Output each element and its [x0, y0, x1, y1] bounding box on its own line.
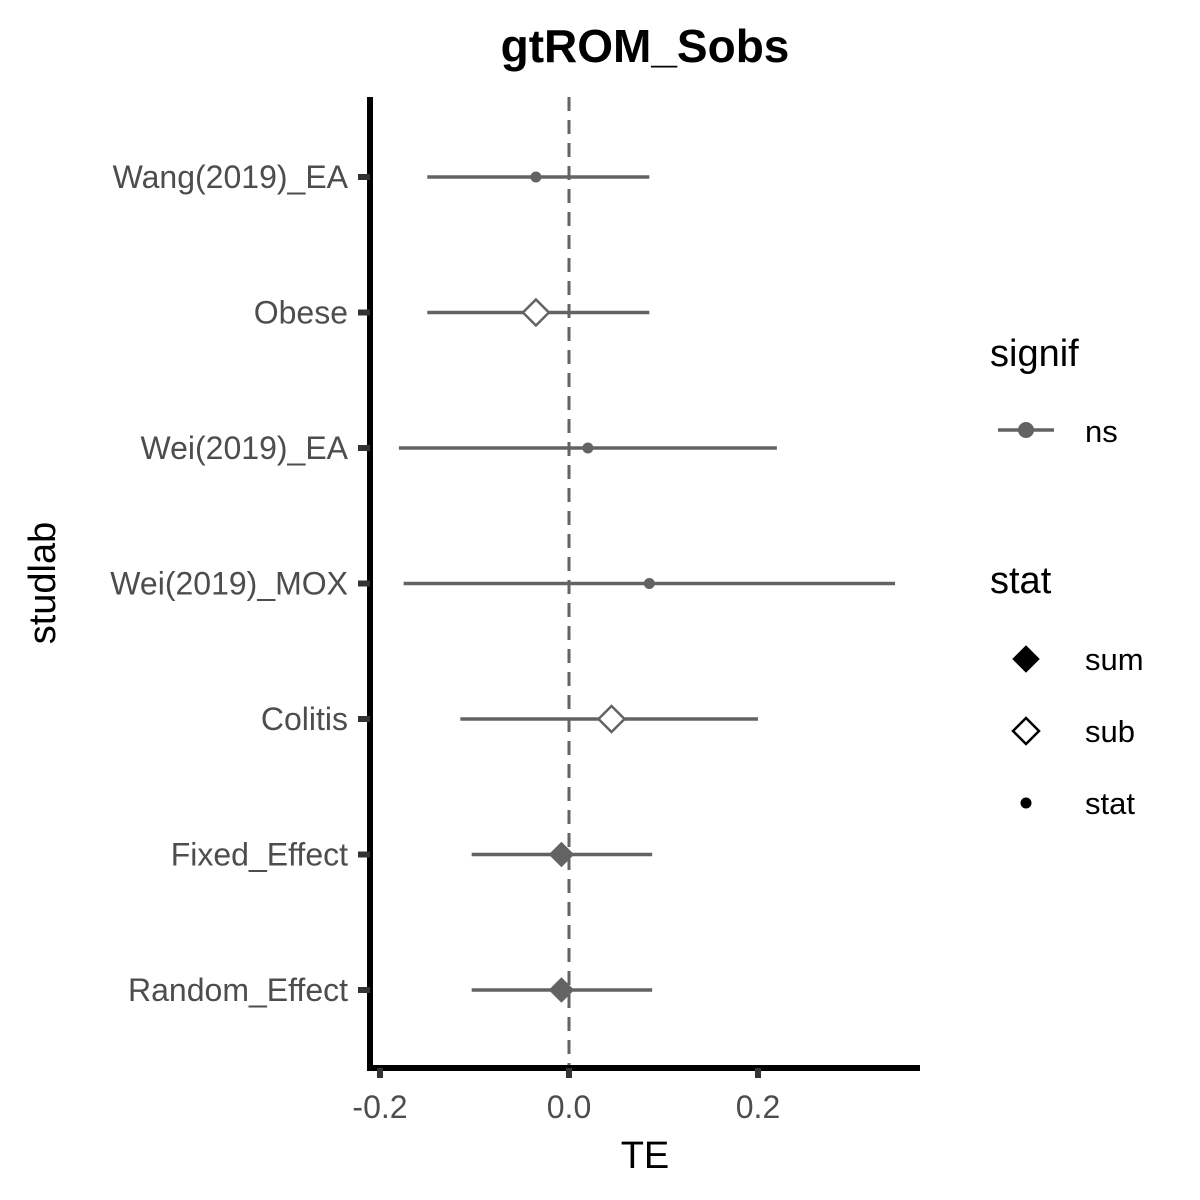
y-tick-label: Wei(2019)_MOX	[110, 566, 348, 602]
subgroup-diamond	[521, 297, 551, 328]
summary-diamond	[548, 977, 575, 1003]
y-tick-label: Random_Effect	[128, 972, 348, 1008]
legend-key-point	[1018, 422, 1034, 438]
x-tick-label: 0.0	[547, 1089, 591, 1125]
subgroup-diamond	[596, 704, 627, 734]
y-tick-label: Obese	[254, 295, 348, 331]
x-axis-title: TE	[621, 1135, 670, 1177]
legend-key-open-diamond	[1011, 716, 1041, 746]
legend-label-ns: ns	[1085, 414, 1118, 449]
legend: signif ns stat sum sub stat	[990, 333, 1144, 821]
chart-title: gtROM_Sobs	[501, 20, 790, 72]
y-tick-label: Fixed_Effect	[171, 837, 348, 873]
y-tick-label: Colitis	[261, 701, 348, 737]
point-estimate	[530, 171, 542, 183]
legend-key-dot	[1020, 797, 1032, 809]
y-axis-title: studlab	[22, 522, 64, 645]
y-tick-label: Wang(2019)_EA	[113, 159, 349, 195]
y-tick-label: Wei(2019)_EA	[140, 430, 348, 466]
legend-label-stat: stat	[1085, 786, 1135, 821]
legend-label-sub: sub	[1085, 714, 1135, 749]
legend-title-stat: stat	[990, 560, 1052, 602]
summary-diamond	[548, 841, 575, 868]
legend-label-sum: sum	[1085, 642, 1144, 677]
legend-key-filled-diamond	[1012, 645, 1040, 673]
plot-area: -0.2 0.0 0.2 Wang(2019)_EA Obese Wei(2019)_EA…	[110, 97, 920, 1125]
point-estimate	[582, 442, 594, 454]
x-tick-label: 0.2	[736, 1089, 780, 1125]
legend-title-signif: signif	[990, 333, 1079, 375]
x-tick-label: -0.2	[352, 1089, 407, 1125]
point-estimate	[643, 578, 655, 589]
